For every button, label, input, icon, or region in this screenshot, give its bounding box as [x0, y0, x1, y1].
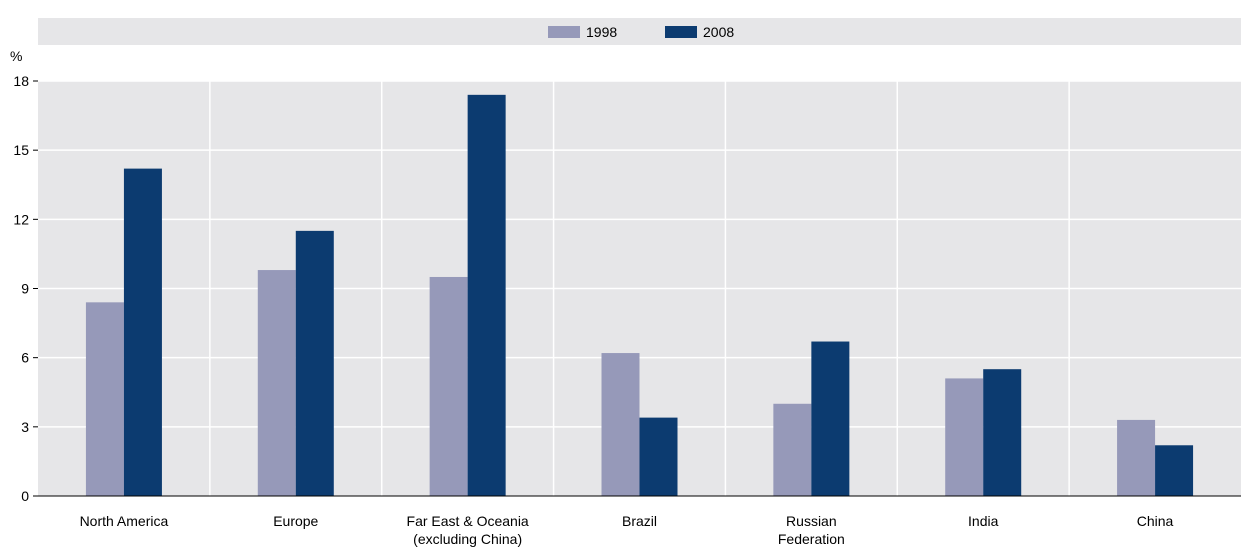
y-tick-label-12: 12: [13, 211, 29, 227]
x-tick-label-4: Russian Federation: [778, 513, 845, 547]
legend-label-2008: 2008: [703, 24, 734, 40]
bar-1998-2: [429, 276, 468, 496]
x-tick-label-3: Brazil: [622, 513, 657, 529]
x-tick-label-5: India: [968, 513, 999, 529]
bar-2008-5: [983, 369, 1022, 496]
bar-1998-4: [773, 403, 812, 496]
x-tick-label-1: Europe: [273, 513, 318, 529]
y-tick-label-3: 3: [21, 419, 29, 435]
bar-1998-3: [601, 353, 640, 496]
bar-2008-0: [123, 168, 162, 496]
bar-2008-1: [295, 230, 334, 496]
legend-swatch-1998: [548, 26, 580, 38]
y-tick-label-6: 6: [21, 350, 29, 366]
legend-label-1998: 1998: [586, 24, 617, 40]
y-tick-label-18: 18: [13, 73, 29, 89]
y-tick-label-15: 15: [13, 142, 29, 158]
legend-panel: [38, 18, 1241, 45]
bar-2008-2: [467, 94, 506, 496]
x-axis-labels: North America Europe Far East & Oceania (ex…: [80, 513, 1174, 547]
y-axis-ticks: 0 3 6 9 12 15 18: [13, 73, 38, 504]
y-tick-label-0: 0: [21, 488, 29, 504]
bar-1998-0: [85, 302, 124, 496]
bar-1998-1: [257, 270, 296, 496]
x-tick-label-0: North America: [80, 513, 169, 529]
y-tick-label-9: 9: [21, 281, 29, 297]
bar-2008-4: [811, 341, 850, 496]
y-axis-label: %: [10, 48, 22, 64]
bar-2008-3: [639, 417, 678, 496]
legend: 1998 2008: [548, 24, 734, 40]
bar-1998-6: [1117, 419, 1156, 496]
bar-1998-5: [945, 378, 984, 496]
x-tick-label-6: China: [1137, 513, 1174, 529]
legend-swatch-2008: [665, 26, 697, 38]
bar-2008-6: [1155, 445, 1194, 496]
x-tick-label-2: Far East & Oceania (excluding China): [407, 513, 529, 547]
bars: [85, 94, 1194, 496]
